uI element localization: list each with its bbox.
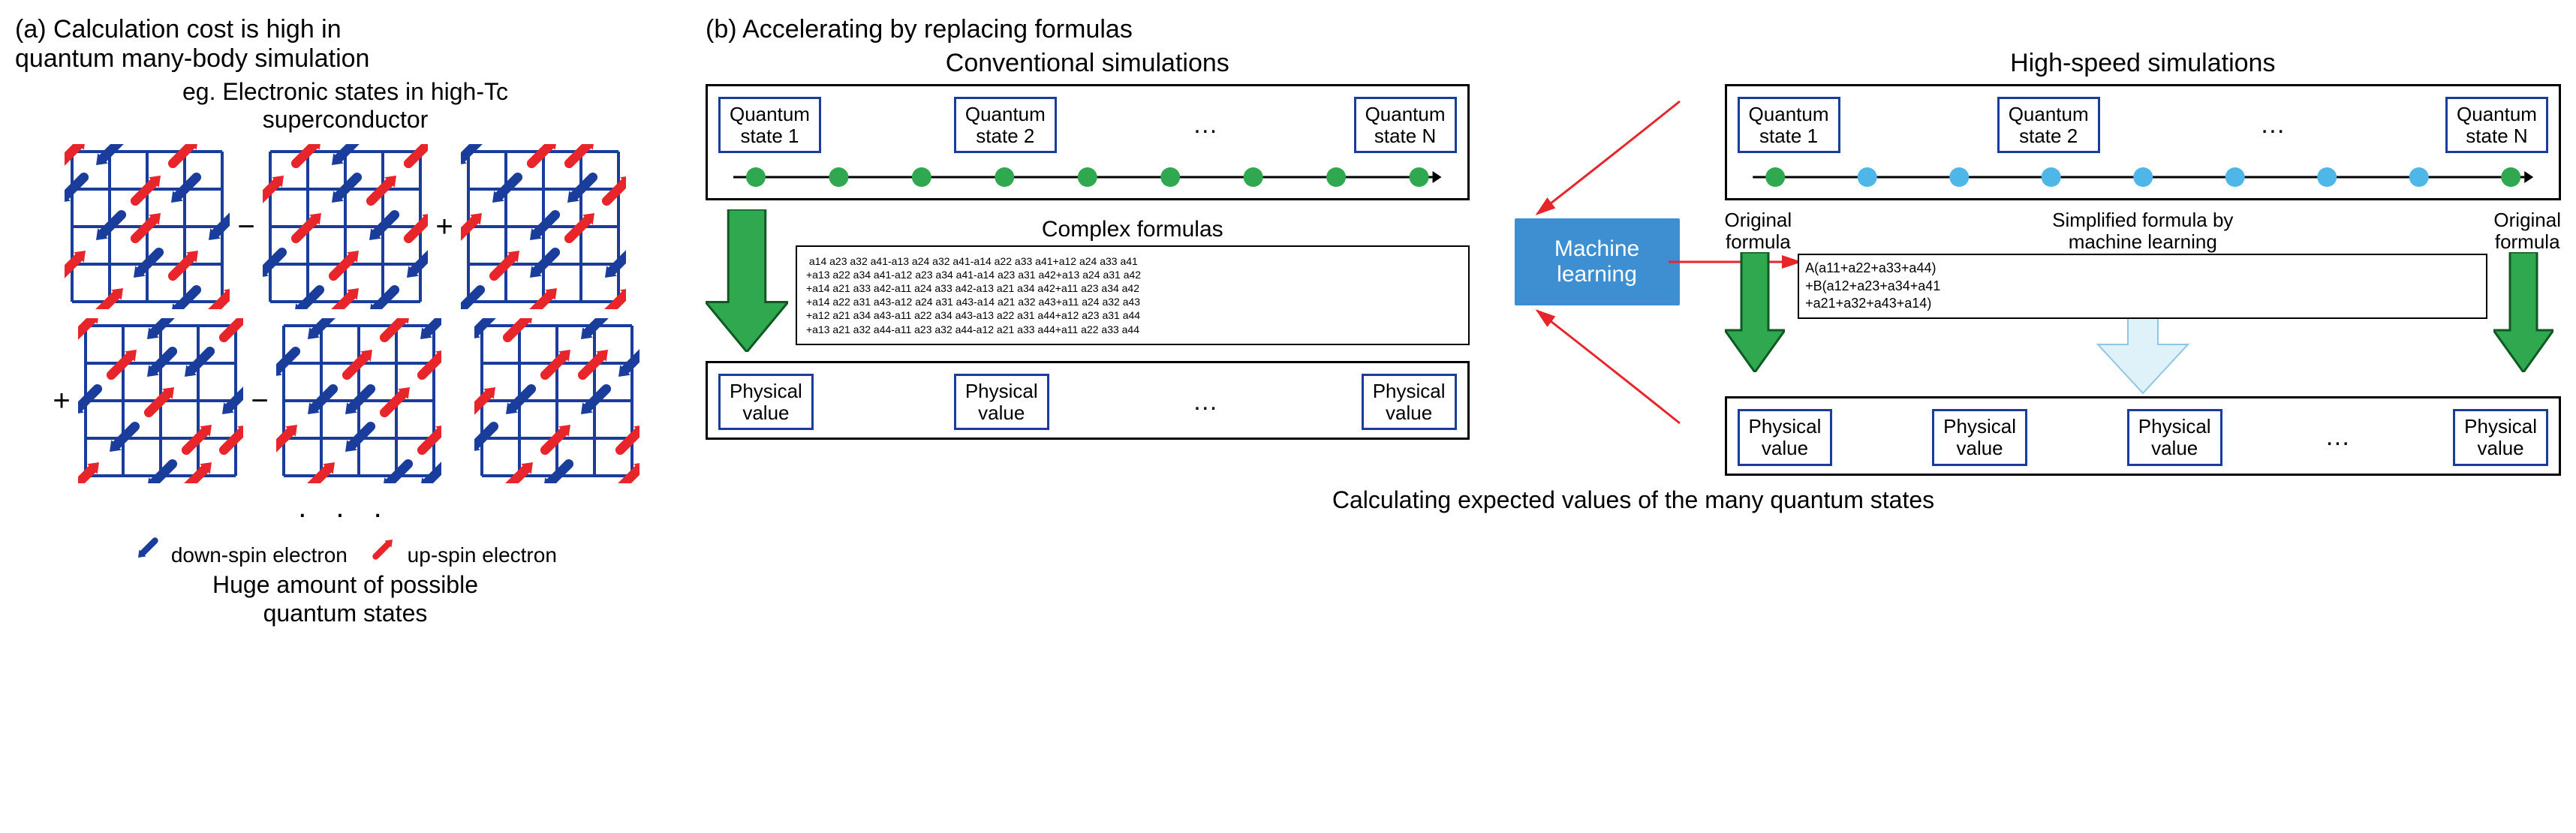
conv-states-frame: Quantumstate 1 Quantumstate 2 … Quantums…: [706, 84, 1470, 200]
lattice-6: [474, 318, 639, 483]
orig-label: Originalformula: [1725, 209, 1792, 252]
hs-pv-row: Physicalvalue Physicalvalue Physicalvalu…: [1738, 409, 2548, 465]
hs-title: High-speed simulations: [2010, 49, 2275, 78]
panel-a-example: eg. Electronic states in high-Tc superco…: [15, 78, 676, 134]
panel-b: (b) Accelerating by replacing formulas C…: [706, 15, 2561, 514]
panel-a: (a) Calculation cost is high in quantum …: [15, 15, 676, 628]
hs-pv-frame: Physicalvalue Physicalvalue Physicalvalu…: [1725, 396, 2561, 475]
narrow-down-arrow-icon: [2493, 252, 2553, 387]
complex-formula: a14 a23 a32 a41-a13 a24 a32 a41-a14 a22 …: [796, 245, 1470, 345]
red-arrow-bottom-icon: [1492, 296, 1687, 431]
conv-dot-line: [718, 164, 1457, 191]
lattice-4: [78, 318, 243, 483]
op-minus: −: [236, 210, 257, 244]
state-box: Quantumstate 1: [1738, 97, 1840, 153]
complex-title: Complex formulas: [796, 217, 1470, 242]
orig-label: Originalformula: [2493, 209, 2561, 252]
complex-formula-wrap: Complex formulas a14 a23 a32 a41-a13 a24…: [796, 217, 1470, 345]
hs-state-row: Quantumstate 1 Quantumstate 2 … Quantums…: [1738, 97, 2548, 153]
pv-box: Physicalvalue: [1738, 409, 1833, 465]
conv-pv-row: Physicalvalue Physicalvalue … Physicalva…: [718, 374, 1457, 430]
highspeed-col: High-speed simulations Quantumstate 1 Qu…: [1725, 49, 2561, 476]
panel-a-title: (a) Calculation cost is high in quantum …: [15, 15, 676, 74]
state-box: Quantumstate N: [1354, 97, 1457, 153]
lattice-3: [461, 144, 626, 309]
narrow-down-arrow-icon: [1725, 252, 1785, 387]
ellipsis: …: [2257, 110, 2289, 140]
conv-pv-frame: Physicalvalue Physicalvalue … Physicalva…: [706, 361, 1470, 440]
panel-a-caption: Huge amount of possiblequantum states: [15, 570, 676, 628]
hs-dot-line: [1738, 164, 2548, 191]
pv-box: Physicalvalue: [954, 374, 1049, 430]
op-minus-2: −: [249, 384, 270, 418]
pv-box: Physicalvalue: [1932, 409, 2027, 465]
red-arrow-top-icon: [1492, 94, 1687, 229]
conv-state-row: Quantumstate 1 Quantumstate 2 … Quantums…: [718, 97, 1457, 153]
hs-states-frame: Quantumstate 1 Quantumstate 2 … Quantums…: [1725, 84, 2561, 200]
state-box: Quantumstate 1: [718, 97, 821, 153]
up-arrow-icon: [370, 535, 397, 567]
ellipsis: …: [1190, 110, 1221, 140]
simpl-col: Simplified formula bymachine learning A(…: [1798, 209, 2487, 318]
lattice-2: [263, 144, 428, 309]
figure-root: (a) Calculation cost is high in quantum …: [15, 15, 2561, 628]
op-plus-2: +: [51, 384, 72, 418]
lattice-ellipsis: . . .: [298, 491, 393, 525]
panel-b-columns: Conventional simulations Quantumstate 1 …: [706, 49, 2561, 476]
ellipsis: …: [2322, 423, 2353, 452]
simpl-title: Simplified formula bymachine learning: [1798, 209, 2487, 252]
hs-middle: Originalformula Simplified formula bymac…: [1725, 209, 2561, 387]
big-down-arrow-icon: [706, 209, 788, 352]
down-arrow-icon: [134, 535, 161, 567]
ml-center: Machine learning: [1515, 49, 1680, 476]
ellipsis: …: [1190, 387, 1221, 416]
ml-box: Machine learning: [1515, 218, 1680, 305]
lattice-5: [276, 318, 441, 483]
conv-title: Conventional simulations: [946, 49, 1229, 78]
orig-right: Originalformula: [2493, 209, 2561, 387]
legend-down: down-spin electron: [134, 535, 348, 567]
state-box: Quantumstate 2: [954, 97, 1057, 153]
pv-box: Physicalvalue: [1362, 374, 1457, 430]
lattice-row-2: + −: [51, 318, 639, 483]
state-box: Quantumstate N: [2445, 97, 2548, 153]
bottom-caption: Calculating expected values of the many …: [706, 486, 2561, 514]
conventional-col: Conventional simulations Quantumstate 1 …: [706, 49, 1470, 476]
pv-box: Physicalvalue: [718, 374, 814, 430]
pv-box: Physicalvalue: [2453, 409, 2548, 465]
orig-left: Originalformula: [1725, 209, 1792, 387]
op-plus: +: [434, 210, 455, 244]
simpl-formula: A(a11+a22+a33+a44)+B(a12+a23+a34+a41+a21…: [1798, 254, 2487, 318]
legend: down-spin electron up-spin electron: [15, 535, 676, 567]
lattice-1: [65, 144, 230, 309]
panel-b-title: (b) Accelerating by replacing formulas: [706, 15, 2561, 44]
state-box: Quantumstate 2: [1997, 97, 2100, 153]
legend-up: up-spin electron: [370, 535, 557, 567]
pv-box: Physicalvalue: [2127, 409, 2222, 465]
lattice-row-1: − +: [65, 144, 626, 309]
conv-middle: Complex formulas a14 a23 a32 a41-a13 a24…: [706, 209, 1470, 352]
lattice-block: − + + − . . .: [15, 140, 676, 528]
